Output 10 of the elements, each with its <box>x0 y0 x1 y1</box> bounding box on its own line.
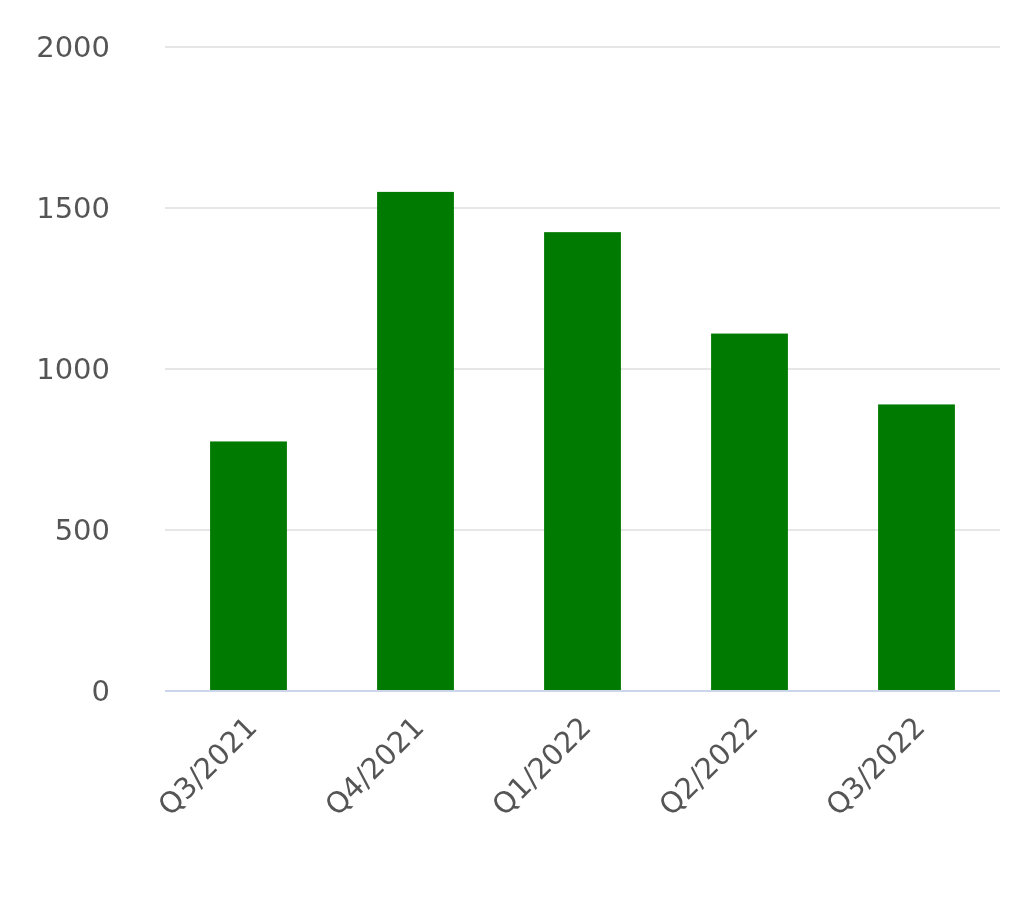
bar <box>377 191 454 691</box>
y-tick-label: 1000 <box>36 352 110 387</box>
y-tick-label: 0 <box>91 674 110 709</box>
bar <box>711 333 788 691</box>
y-tick-label: 2000 <box>36 30 110 65</box>
bar <box>878 404 955 691</box>
y-tick-label: 500 <box>54 513 110 548</box>
bar <box>210 441 287 691</box>
bar <box>544 232 621 691</box>
y-tick-label: 1500 <box>36 191 110 226</box>
